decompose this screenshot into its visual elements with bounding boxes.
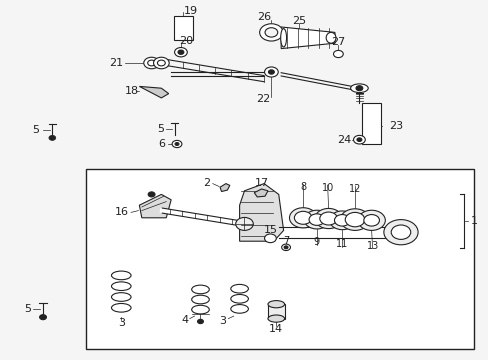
Circle shape — [157, 60, 165, 66]
Polygon shape — [220, 184, 229, 192]
Circle shape — [148, 192, 155, 197]
Text: 5: 5 — [157, 124, 163, 134]
Ellipse shape — [111, 303, 131, 312]
Text: 3: 3 — [118, 318, 124, 328]
Circle shape — [175, 143, 179, 145]
Circle shape — [383, 220, 417, 245]
Circle shape — [40, 315, 46, 320]
Text: 4: 4 — [181, 315, 188, 325]
Text: 21: 21 — [109, 58, 123, 68]
Ellipse shape — [267, 301, 284, 308]
Text: 25: 25 — [292, 16, 305, 26]
Ellipse shape — [230, 284, 248, 293]
Text: 1: 1 — [469, 216, 476, 226]
Text: 6: 6 — [158, 139, 165, 149]
Text: 27: 27 — [330, 37, 345, 48]
Circle shape — [304, 210, 329, 229]
Circle shape — [390, 225, 410, 239]
Text: 24: 24 — [336, 135, 350, 145]
Polygon shape — [139, 86, 168, 98]
Bar — [267, 304, 284, 319]
Ellipse shape — [280, 29, 286, 47]
Text: 10: 10 — [321, 183, 333, 193]
Text: 8: 8 — [300, 182, 305, 192]
Bar — [173, 16, 193, 40]
Text: 9: 9 — [313, 237, 319, 247]
Ellipse shape — [111, 282, 131, 291]
Circle shape — [294, 211, 311, 224]
Text: 5: 5 — [32, 125, 39, 135]
Circle shape — [340, 209, 369, 230]
Ellipse shape — [325, 32, 335, 43]
Circle shape — [264, 67, 278, 77]
Text: 20: 20 — [179, 36, 192, 46]
Text: 14: 14 — [269, 324, 283, 334]
Text: 13: 13 — [366, 240, 378, 251]
Text: 26: 26 — [257, 12, 270, 22]
Text: 23: 23 — [388, 121, 402, 131]
Circle shape — [353, 135, 365, 144]
Circle shape — [334, 215, 349, 226]
Ellipse shape — [350, 84, 367, 93]
Circle shape — [49, 135, 56, 140]
Polygon shape — [139, 194, 171, 218]
Circle shape — [314, 208, 342, 229]
Text: 12: 12 — [348, 184, 361, 194]
Circle shape — [356, 138, 361, 141]
Circle shape — [308, 214, 324, 225]
Text: 5: 5 — [24, 304, 31, 314]
Polygon shape — [254, 189, 267, 197]
Bar — [361, 103, 381, 144]
Ellipse shape — [191, 285, 209, 294]
Circle shape — [333, 50, 343, 58]
Ellipse shape — [111, 293, 131, 301]
Circle shape — [264, 28, 277, 37]
Circle shape — [345, 212, 364, 227]
Text: 15: 15 — [263, 225, 277, 235]
Text: 18: 18 — [125, 86, 139, 96]
Text: 7: 7 — [283, 236, 288, 246]
Circle shape — [268, 70, 274, 74]
Circle shape — [355, 86, 362, 91]
Bar — [85, 169, 473, 349]
Ellipse shape — [230, 305, 248, 313]
Circle shape — [281, 244, 290, 251]
Polygon shape — [281, 27, 334, 49]
Circle shape — [197, 319, 203, 324]
Ellipse shape — [191, 305, 209, 314]
Text: 17: 17 — [254, 178, 268, 188]
Circle shape — [357, 210, 385, 230]
Circle shape — [178, 50, 183, 54]
Text: 11: 11 — [335, 239, 348, 249]
Ellipse shape — [267, 315, 284, 322]
Text: 22: 22 — [255, 94, 270, 104]
Circle shape — [174, 48, 187, 57]
Circle shape — [147, 60, 155, 66]
Ellipse shape — [191, 295, 209, 304]
Circle shape — [172, 140, 182, 148]
Circle shape — [264, 234, 276, 243]
Circle shape — [143, 57, 159, 69]
Ellipse shape — [111, 271, 131, 280]
Polygon shape — [239, 184, 283, 241]
Circle shape — [319, 212, 337, 225]
Circle shape — [329, 211, 354, 230]
Circle shape — [289, 208, 316, 228]
Text: 3: 3 — [219, 316, 226, 326]
Circle shape — [259, 24, 283, 41]
Circle shape — [153, 57, 169, 69]
Text: 19: 19 — [183, 6, 197, 16]
Text: 2: 2 — [203, 177, 210, 188]
Circle shape — [363, 215, 379, 226]
Ellipse shape — [230, 294, 248, 303]
Circle shape — [284, 246, 287, 249]
Text: 16: 16 — [114, 207, 128, 217]
Circle shape — [235, 217, 253, 230]
